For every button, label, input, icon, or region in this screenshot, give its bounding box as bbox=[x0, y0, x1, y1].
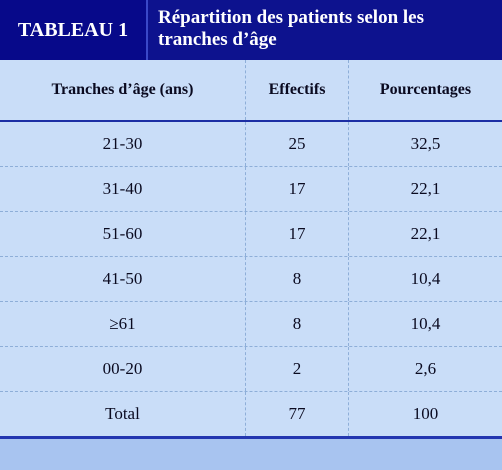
age-range-cell: 00-20 bbox=[0, 347, 246, 391]
table-row: 41-50 8 10,4 bbox=[0, 257, 502, 302]
percentage-cell: 22,1 bbox=[410, 179, 441, 198]
table-header-row: Tranches d’âge (ans) Effectifs Pourcenta… bbox=[0, 60, 502, 122]
table-title: Répartition des patients selon les tranc… bbox=[148, 0, 502, 60]
column-header-percentage: Pourcentages bbox=[379, 81, 472, 98]
total-count-cell: 77 bbox=[246, 392, 349, 436]
age-range-cell: ≥61 bbox=[0, 302, 246, 346]
total-percentage-cell: 100 bbox=[412, 404, 439, 423]
percentage-cell: 10,4 bbox=[410, 314, 441, 333]
table-row: 00-20 2 2,6 bbox=[0, 347, 502, 392]
table-footer bbox=[0, 439, 502, 470]
table-title-line-1: Répartition des patients selon les bbox=[158, 7, 424, 28]
age-range-cell: 31-40 bbox=[0, 167, 246, 211]
table-number-badge: TABLEAU 1 bbox=[0, 0, 148, 60]
column-header-count: Effectifs bbox=[246, 60, 349, 120]
age-range-cell: 41-50 bbox=[0, 257, 246, 301]
data-table: Tranches d’âge (ans) Effectifs Pourcenta… bbox=[0, 60, 502, 470]
percentage-cell: 32,5 bbox=[410, 134, 441, 153]
table-title-line-2: tranches d’âge bbox=[158, 29, 277, 50]
percentage-cell: 2,6 bbox=[414, 359, 437, 378]
table-row: ≥61 8 10,4 bbox=[0, 302, 502, 347]
percentage-cell: 22,1 bbox=[410, 224, 441, 243]
count-cell: 2 bbox=[246, 347, 349, 391]
table-header: TABLEAU 1 Répartition des patients selon… bbox=[0, 0, 502, 60]
count-cell: 8 bbox=[246, 302, 349, 346]
table-row: 21-30 25 32,5 bbox=[0, 122, 502, 167]
count-cell: 25 bbox=[246, 122, 349, 166]
total-label-cell: Total bbox=[0, 392, 246, 436]
percentage-cell: 10,4 bbox=[410, 269, 441, 288]
table-row: 51-60 17 22,1 bbox=[0, 212, 502, 257]
age-range-cell: 51-60 bbox=[0, 212, 246, 256]
column-header-age-range: Tranches d’âge (ans) bbox=[0, 60, 246, 120]
count-cell: 8 bbox=[246, 257, 349, 301]
bottom-rule bbox=[0, 436, 502, 439]
count-cell: 17 bbox=[246, 167, 349, 211]
count-cell: 17 bbox=[246, 212, 349, 256]
age-range-cell: 21-30 bbox=[0, 122, 246, 166]
table-total-row: Total 77 100 bbox=[0, 392, 502, 437]
table-row: 31-40 17 22,1 bbox=[0, 167, 502, 212]
